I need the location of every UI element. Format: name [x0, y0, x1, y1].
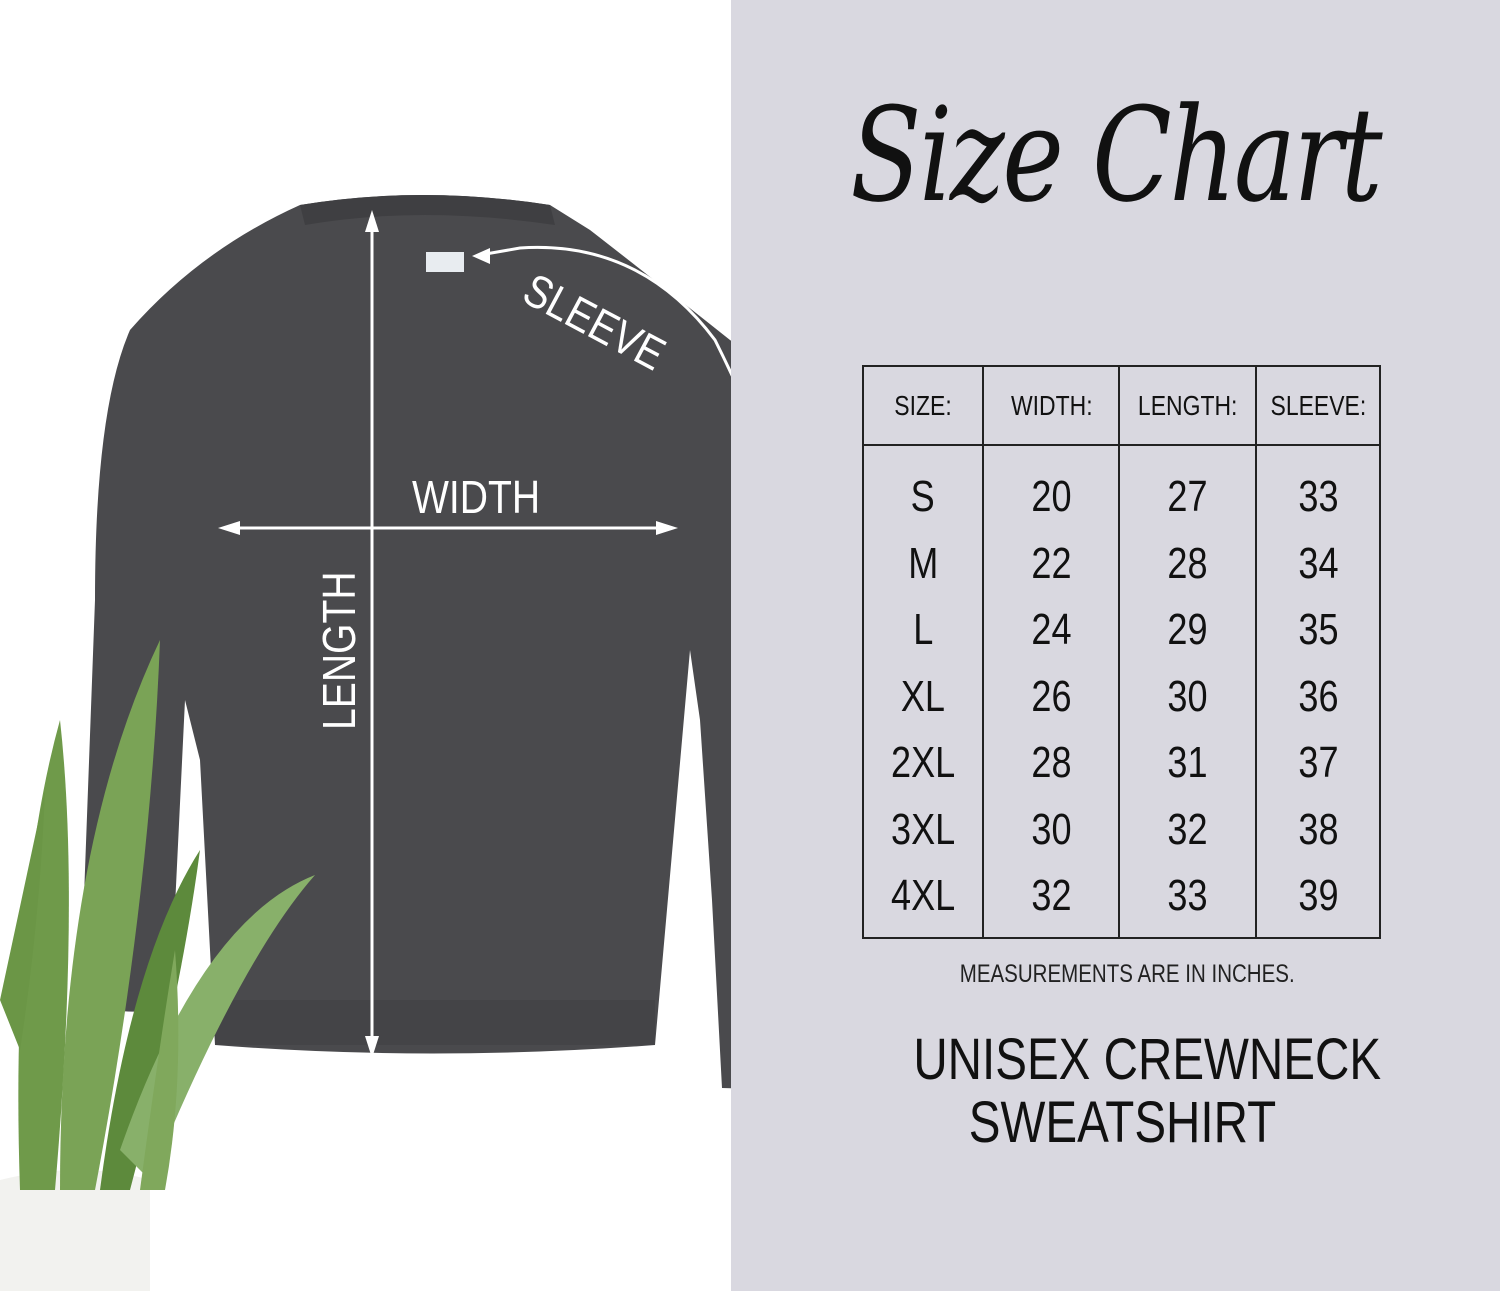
- cell-value: 24: [1031, 605, 1072, 654]
- cell-value: M: [908, 538, 939, 588]
- size-table: SIZE: WIDTH: LENGTH: SLEEVE: S M L XL 2XL 3XL…: [861, 365, 1381, 939]
- cell-value: 22: [1031, 538, 1072, 588]
- cell-value: 29: [1167, 605, 1208, 654]
- sweatshirt-collar: [300, 195, 555, 225]
- waistband: [215, 1000, 655, 1045]
- length-label: LENGTH: [313, 571, 365, 730]
- cell-value: 27: [1167, 472, 1208, 521]
- table-cell: 24: [984, 604, 1118, 671]
- cell-value: 3XL: [890, 804, 956, 854]
- table-cell: 31: [1120, 737, 1255, 804]
- header-size: SIZE:: [861, 365, 985, 446]
- table-cell: 27: [1120, 471, 1255, 538]
- header-sleeve: SLEEVE:: [1255, 365, 1381, 446]
- cell-value: 30: [1167, 671, 1208, 721]
- size-column: S M L XL 2XL 3XL 4XL: [861, 444, 985, 939]
- units-note: MEASUREMENTS ARE IN INCHES.: [959, 960, 1295, 988]
- cell-value: XL: [901, 671, 946, 721]
- cell-value: 28: [1167, 538, 1208, 588]
- table-cell: XL: [864, 671, 982, 738]
- measure-lines: [225, 220, 731, 1050]
- cell-value: 39: [1297, 871, 1339, 920]
- table-cell: 30: [1120, 671, 1255, 738]
- table-cell: 36: [1257, 671, 1379, 738]
- table-cell: 2XL: [864, 737, 982, 804]
- table-cell: 33: [1120, 870, 1255, 937]
- cell-value: S: [911, 472, 936, 521]
- cell-value: 20: [1031, 472, 1072, 521]
- table-cell: S: [864, 471, 982, 538]
- table-cell: 39: [1257, 870, 1379, 937]
- cell-value: 31: [1167, 738, 1208, 787]
- table-cell: 3XL: [864, 804, 982, 871]
- product-line-1: UNISEX CREWNECK: [913, 1027, 1382, 1092]
- table-cell: 37: [1257, 737, 1379, 804]
- table-header-row: SIZE: WIDTH: LENGTH: SLEEVE:: [861, 365, 1381, 446]
- sweatshirt-body: [80, 195, 731, 1089]
- table-cell: 33: [1257, 471, 1379, 538]
- product-line-2: SWEATSHIRT: [968, 1090, 1276, 1155]
- cell-value: 26: [1031, 671, 1072, 721]
- table-cell: 28: [984, 737, 1118, 804]
- table-cell: 34: [1257, 538, 1379, 605]
- width-column: 20 22 24 26 28 30 32: [982, 444, 1121, 939]
- header-width: WIDTH:: [982, 365, 1121, 446]
- cell-value: L: [913, 605, 934, 654]
- cell-value: 32: [1031, 871, 1072, 920]
- table-cell: 32: [984, 870, 1118, 937]
- table-cell: 29: [1120, 604, 1255, 671]
- table-cell: 20: [984, 471, 1118, 538]
- sweatshirt-illustration: [0, 195, 731, 1291]
- cell-value: 36: [1297, 671, 1339, 721]
- cell-value: 38: [1297, 804, 1339, 854]
- width-label: WIDTH: [412, 471, 541, 523]
- table-cell: 35: [1257, 604, 1379, 671]
- cell-value: 37: [1297, 738, 1339, 787]
- cell-value: 34: [1297, 538, 1339, 588]
- plant-image: [0, 640, 315, 1291]
- table-cell: M: [864, 538, 982, 605]
- table-cell: 22: [984, 538, 1118, 605]
- table-cell: 28: [1120, 538, 1255, 605]
- length-column: 27 28 29 30 31 32 33: [1118, 444, 1258, 939]
- table-cell: L: [864, 604, 982, 671]
- table-cell: 38: [1257, 804, 1379, 871]
- cell-value: 28: [1031, 738, 1072, 787]
- table-cell: 26: [984, 671, 1118, 738]
- cell-value: 33: [1297, 472, 1339, 521]
- cell-value: 2XL: [890, 738, 956, 787]
- brand-tag: [426, 252, 464, 272]
- table-cell: 32: [1120, 804, 1255, 871]
- header-length: LENGTH:: [1118, 365, 1258, 446]
- product-name: UNISEX CREWNECK SWEATSHIRT: [862, 1028, 1382, 1154]
- cell-value: 33: [1167, 871, 1208, 920]
- sleeve-column: 33 34 35 36 37 38 39: [1255, 444, 1381, 939]
- cell-value: 32: [1167, 804, 1208, 854]
- table-cell: 4XL: [864, 870, 982, 937]
- table-cell: 30: [984, 804, 1118, 871]
- page-title: Size Chart: [740, 70, 1490, 250]
- cell-value: 35: [1297, 605, 1339, 654]
- cell-value: 30: [1031, 804, 1072, 854]
- arrowheads-icon: [218, 210, 678, 1058]
- cell-value: 4XL: [890, 871, 956, 920]
- page-title-text: Size Chart: [850, 79, 1382, 231]
